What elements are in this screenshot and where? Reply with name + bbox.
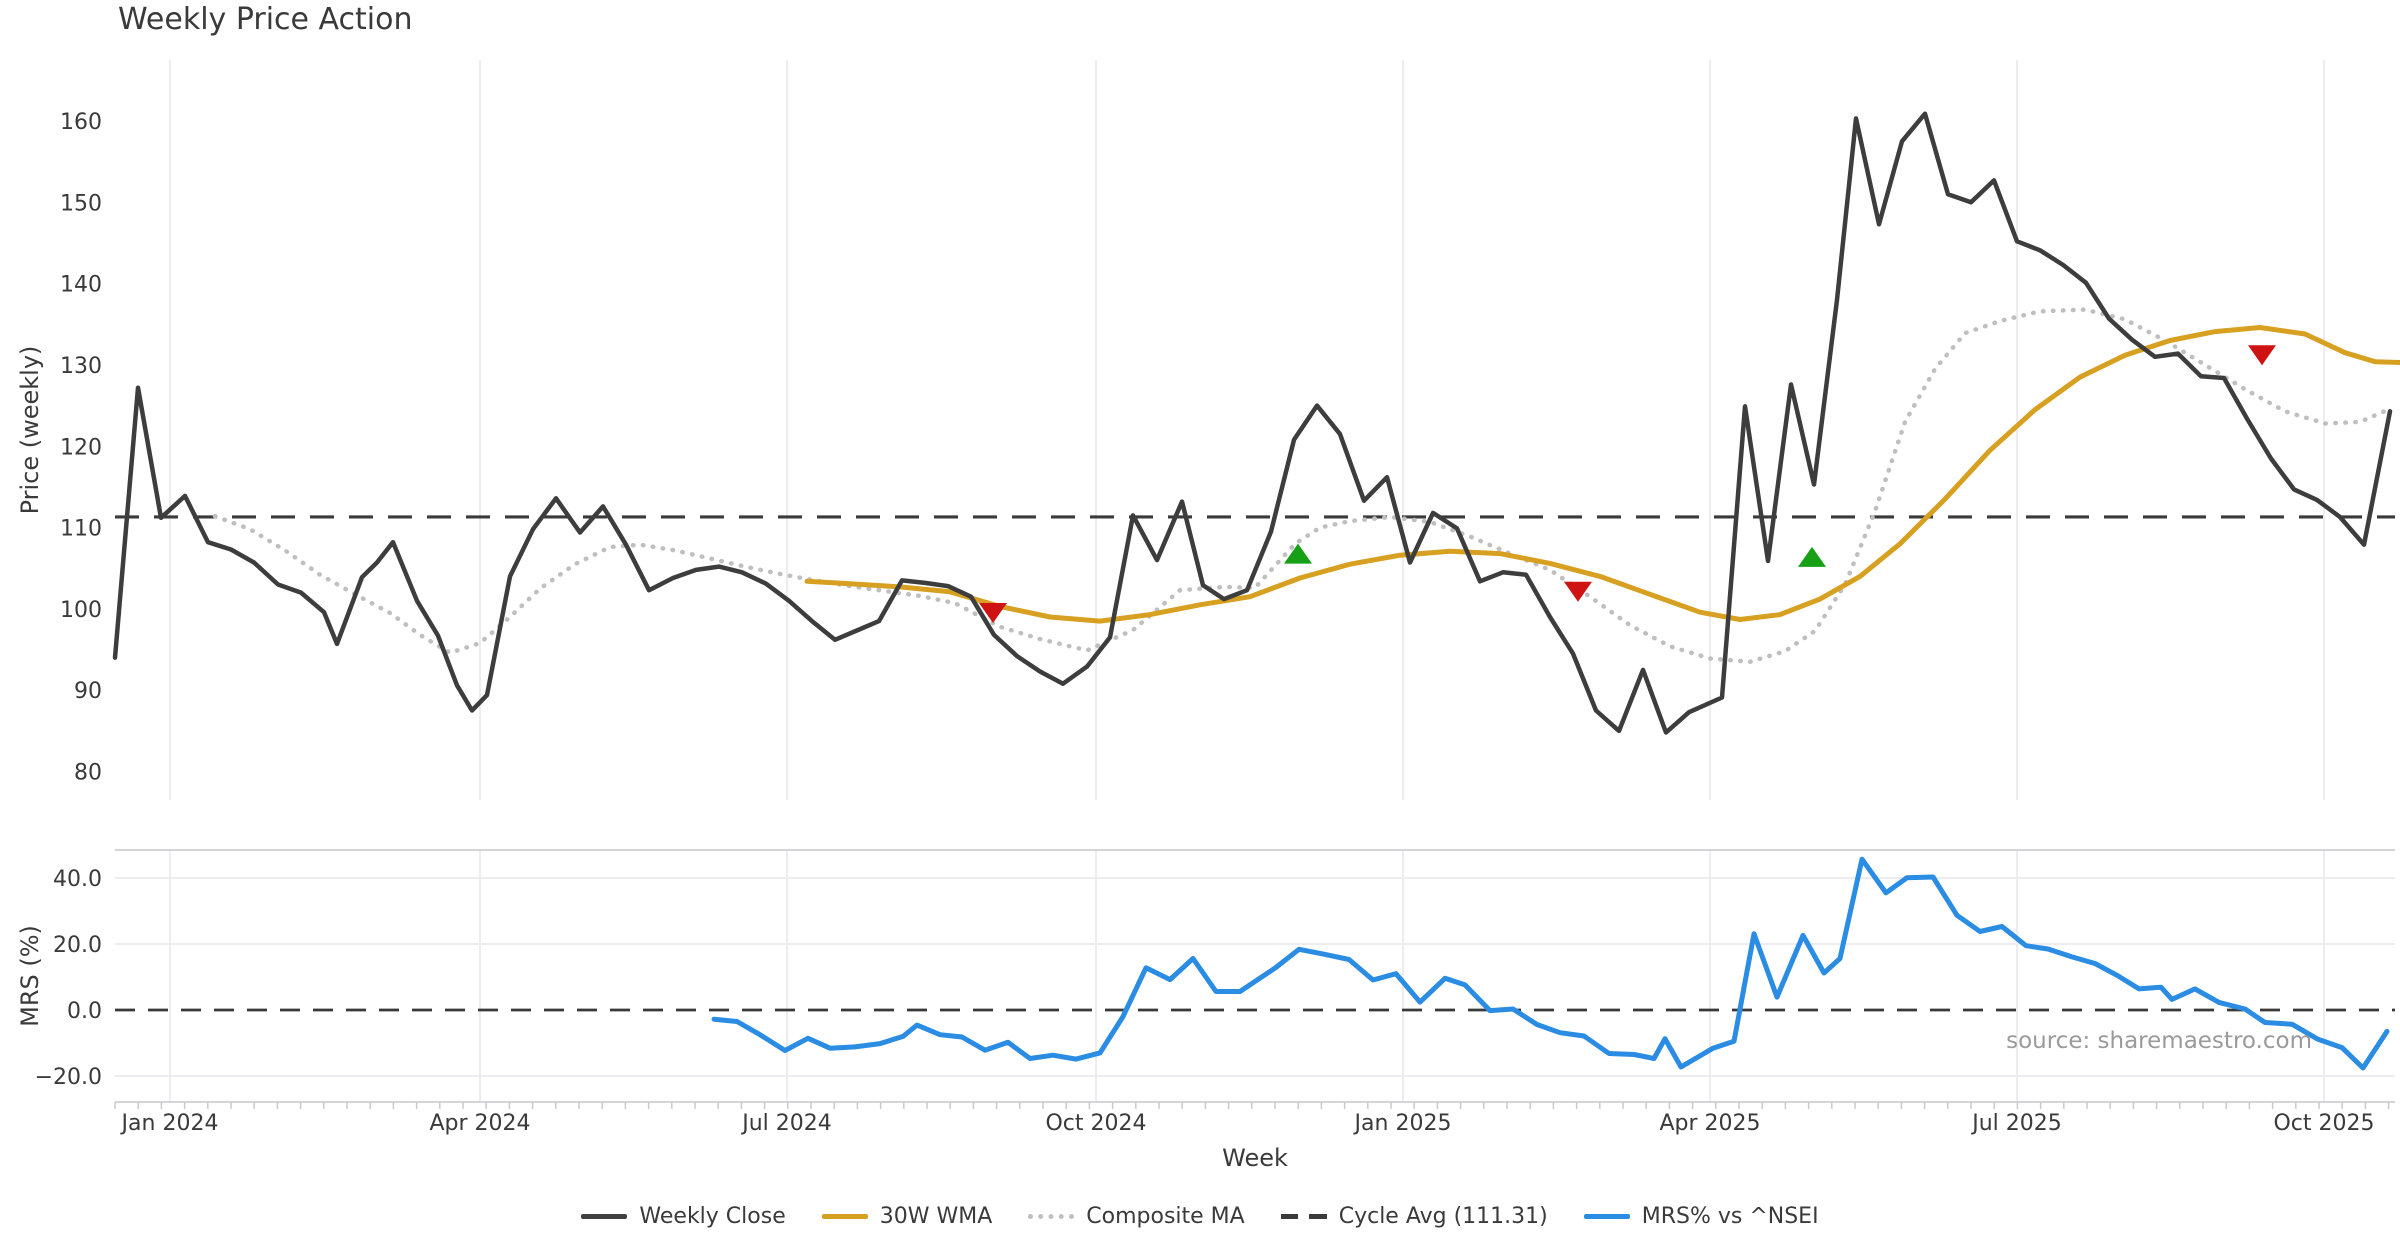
legend-swatch-solid-icon <box>1583 1214 1630 1219</box>
30w-wma-line <box>804 325 2400 624</box>
legend-label: MRS% vs ^NSEI <box>1641 1204 1819 1229</box>
price-ytick-label: 80 <box>74 761 102 786</box>
buy-marker-icon <box>1798 546 1826 567</box>
composite-ma-line <box>212 307 2393 665</box>
price-ytick-label: 100 <box>60 598 102 623</box>
price-ytick-label: 130 <box>60 354 102 379</box>
x-tick-label: Oct 2024 <box>1045 1111 1146 1136</box>
x-tick-label: Jul 2025 <box>1970 1111 2062 1136</box>
legend-swatch-dotted-icon <box>1028 1214 1075 1219</box>
x-tick-label: Jul 2024 <box>740 1111 832 1136</box>
x-tick-label: Apr 2024 <box>429 1111 530 1136</box>
mrs-line <box>711 856 2390 1071</box>
mrs-ytick-label: 40.0 <box>53 867 102 892</box>
price-y-axis-label: Price (weekly) <box>16 345 44 515</box>
sell-marker-icon <box>979 603 1007 623</box>
legend-label: 30W WMA <box>879 1204 993 1229</box>
legend: Weekly Close 30W WMA Composite MA Cycle Avg… <box>0 1204 2400 1229</box>
page-title: Weekly Price Action <box>118 2 413 37</box>
source-attribution: source: sharemaestro.com <box>2006 1028 2312 1054</box>
x-tick-label: Jan 2024 <box>120 1111 219 1136</box>
legend-item: Cycle Avg (111.31) <box>1280 1204 1548 1229</box>
price-ytick-label: 140 <box>60 273 102 298</box>
x-axis-label: Week <box>1222 1144 1288 1172</box>
legend-label: Composite MA <box>1086 1204 1245 1229</box>
price-ytick-label: 120 <box>60 435 102 460</box>
price-ytick-label: 90 <box>74 679 102 704</box>
mrs-ytick-label: −20.0 <box>35 1065 102 1090</box>
buy-marker-icon <box>1284 543 1312 564</box>
x-tick-label: Apr 2025 <box>1659 1111 1760 1136</box>
legend-item: Composite MA <box>1028 1204 1245 1229</box>
legend-item: 30W WMA <box>821 1204 993 1229</box>
sell-marker-icon <box>2248 345 2276 366</box>
legend-item: MRS% vs ^NSEI <box>1583 1204 1819 1229</box>
weekly-close-line <box>112 111 2393 735</box>
legend-swatch-solid-icon <box>581 1214 628 1219</box>
mrs-ytick-label: 0.0 <box>67 999 102 1024</box>
legend-swatch-solid-icon <box>821 1214 868 1219</box>
legend-label: Weekly Close <box>639 1204 786 1229</box>
mrs-ytick-label: 20.0 <box>53 933 102 958</box>
x-tick-label: Jan 2025 <box>1353 1111 1452 1136</box>
legend-swatch-dashed-icon <box>1280 1214 1327 1219</box>
price-ytick-label: 160 <box>60 110 102 135</box>
x-tick-label: Oct 2025 <box>2273 1111 2374 1136</box>
sell-marker-icon <box>1564 581 1592 602</box>
price-ytick-label: 110 <box>60 517 102 542</box>
legend-label: Cycle Avg (111.31) <box>1338 1204 1548 1229</box>
price-ytick-label: 150 <box>60 191 102 216</box>
legend-item: Weekly Close <box>581 1204 786 1229</box>
mrs-y-axis-label: MRS (%) <box>16 925 44 1027</box>
